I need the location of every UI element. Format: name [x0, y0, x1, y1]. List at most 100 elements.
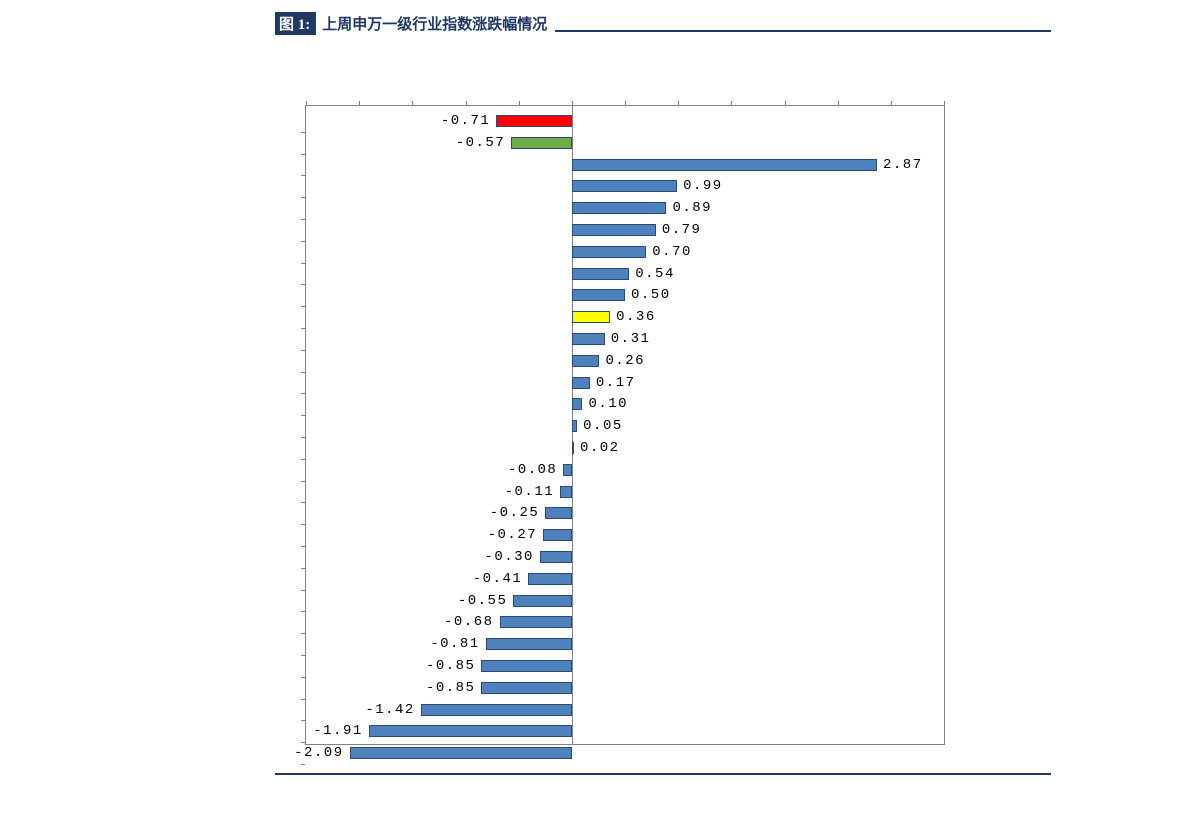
bar-value-label: -0.57 — [456, 136, 506, 150]
y-minor-tick — [301, 219, 305, 220]
figure-title-row: 图 1: 上周申万一级行业指数涨跌幅情况 — [275, 12, 1051, 34]
bar-row: 0.02 — [306, 442, 944, 454]
y-minor-tick — [301, 459, 305, 460]
bar — [572, 333, 605, 345]
bar-value-label: 0.79 — [662, 223, 702, 237]
y-minor-tick — [301, 263, 305, 264]
y-minor-tick — [301, 611, 305, 612]
bar-row: -0.85 — [306, 682, 944, 694]
bar-value-label: -2.09 — [294, 746, 344, 760]
figure-title-text: 上周申万一级行业指数涨跌幅情况 — [322, 13, 547, 34]
bar-value-label: -1.91 — [313, 724, 363, 738]
bar — [511, 137, 572, 149]
bar-value-label: 0.99 — [683, 179, 723, 193]
bar-row: -0.85 — [306, 660, 944, 672]
bar — [350, 747, 572, 759]
x-tick — [678, 101, 679, 106]
bar-row: 0.99 — [306, 180, 944, 192]
bar — [572, 355, 600, 367]
y-minor-tick — [301, 393, 305, 394]
bar-row: -2.09 — [306, 747, 944, 759]
bar — [563, 464, 572, 476]
bar-value-label: -0.11 — [505, 485, 555, 499]
y-minor-tick — [301, 742, 305, 743]
y-minor-tick — [301, 720, 305, 721]
bar-value-label: -0.30 — [484, 550, 534, 564]
bar-row: -0.68 — [306, 616, 944, 628]
bar — [528, 573, 572, 585]
bar-value-label: 0.54 — [635, 267, 675, 281]
bar-value-label: 0.05 — [583, 419, 623, 433]
bar — [560, 486, 572, 498]
bar-value-label: -0.55 — [458, 594, 508, 608]
bar — [572, 311, 610, 323]
bar-row: 0.50 — [306, 289, 944, 301]
bar — [486, 638, 572, 650]
bar-value-label: 0.17 — [596, 376, 636, 390]
bar — [540, 551, 572, 563]
x-tick — [412, 101, 413, 106]
figure-title-badge: 图 1: — [275, 12, 316, 35]
bar-value-label: 0.36 — [616, 310, 656, 324]
x-tick — [625, 101, 626, 106]
y-minor-tick — [301, 328, 305, 329]
bar-chart: -0.71 -0.57 2.87 0.99 0.89 0.79 0.70 0.54… — [305, 105, 945, 745]
bar-row: 0.79 — [306, 224, 944, 236]
bar-row: -0.71 — [306, 115, 944, 127]
bar-row: -0.11 — [306, 486, 944, 498]
bar — [545, 507, 572, 519]
y-minor-tick — [301, 241, 305, 242]
x-tick — [838, 101, 839, 106]
bar-row: -1.91 — [306, 725, 944, 737]
bar — [572, 246, 646, 258]
bar — [572, 224, 656, 236]
x-tick — [306, 101, 307, 106]
y-minor-tick — [301, 372, 305, 373]
y-minor-tick — [301, 590, 305, 591]
bar-row: 0.89 — [306, 202, 944, 214]
bar-value-label: 0.70 — [652, 245, 692, 259]
bar-value-label: -0.71 — [441, 114, 491, 128]
y-minor-tick — [301, 699, 305, 700]
bar-value-label: 0.50 — [631, 288, 671, 302]
bar-row: -0.57 — [306, 137, 944, 149]
y-minor-tick — [301, 524, 305, 525]
x-tick — [466, 101, 467, 106]
bar-row: -0.41 — [306, 573, 944, 585]
bar-value-label: -0.25 — [490, 506, 540, 520]
bar — [513, 595, 571, 607]
y-minor-tick — [301, 764, 305, 765]
figure-bottom-rule — [275, 773, 1051, 775]
bar-row: 0.31 — [306, 333, 944, 345]
x-tick — [785, 101, 786, 106]
bar-row: 0.54 — [306, 268, 944, 280]
bar-row: 0.36 — [306, 311, 944, 323]
bar-value-label: -1.42 — [365, 703, 415, 717]
bar-row: 2.87 — [306, 159, 944, 171]
bar-row: -0.08 — [306, 464, 944, 476]
bar — [481, 660, 571, 672]
bar-value-label: -0.41 — [473, 572, 523, 586]
bar — [500, 616, 572, 628]
y-minor-tick — [301, 175, 305, 176]
y-minor-tick — [301, 437, 305, 438]
y-minor-tick — [301, 132, 305, 133]
y-minor-tick — [301, 350, 305, 351]
bar-row: -0.81 — [306, 638, 944, 650]
bar — [572, 180, 677, 192]
bar-value-label: 0.10 — [588, 397, 628, 411]
bar-row: -0.30 — [306, 551, 944, 563]
bar-value-label: 2.87 — [883, 158, 923, 172]
bar-value-label: -0.85 — [426, 681, 476, 695]
x-tick — [731, 101, 732, 106]
bar — [572, 159, 877, 171]
bar-value-label: -0.85 — [426, 659, 476, 673]
y-minor-tick — [301, 197, 305, 198]
y-minor-tick — [301, 284, 305, 285]
y-minor-tick — [301, 415, 305, 416]
y-minor-tick — [301, 154, 305, 155]
bar — [421, 704, 572, 716]
figure-container: 图 1: 上周申万一级行业指数涨跌幅情况 -0.71 -0.57 2.87 0.9… — [0, 0, 1191, 813]
bar — [496, 115, 571, 127]
bar — [572, 398, 583, 410]
